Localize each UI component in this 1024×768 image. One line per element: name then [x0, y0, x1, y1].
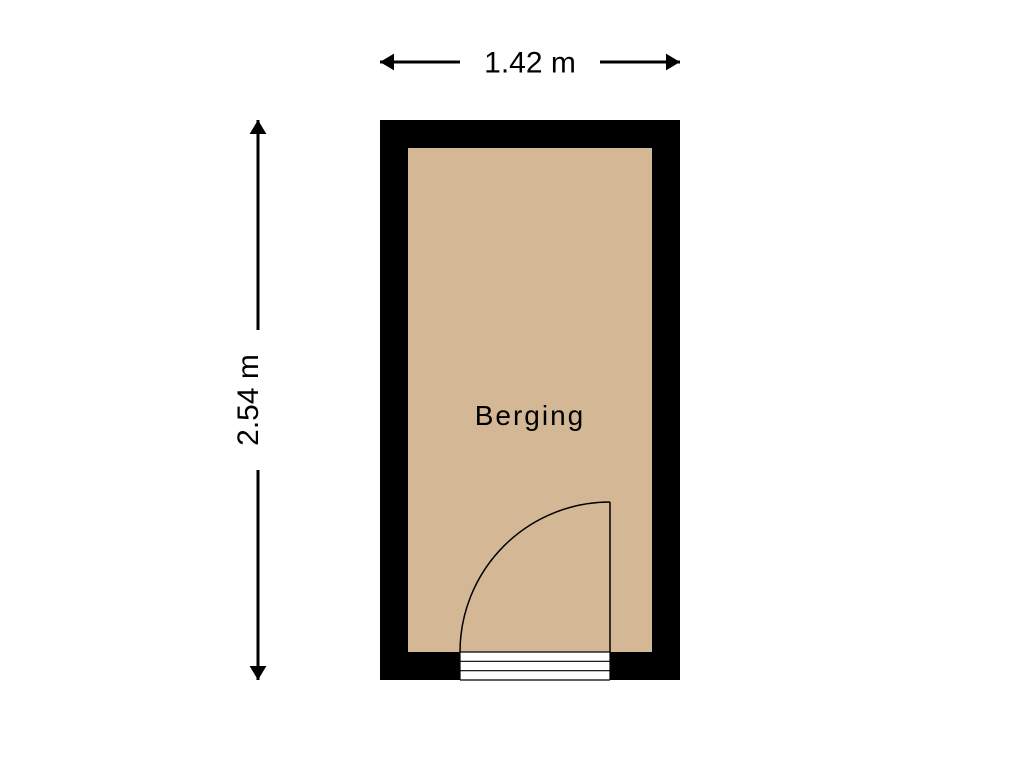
- dimension-height-label: 2.54 m: [232, 354, 265, 446]
- dimension-width-label: 1.42 m: [484, 47, 576, 80]
- floorplan-svg: Berging 1.42 m 2.54 m: [0, 0, 1024, 768]
- door-opening: [460, 652, 610, 680]
- room-label: Berging: [475, 400, 586, 431]
